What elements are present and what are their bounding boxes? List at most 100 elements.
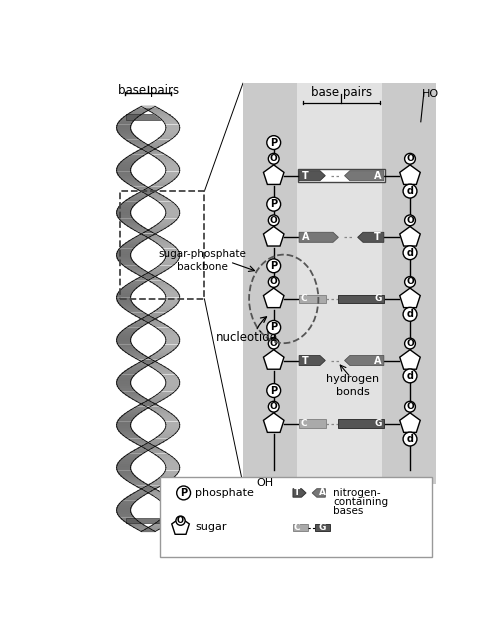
Polygon shape — [150, 239, 167, 241]
Polygon shape — [119, 119, 135, 122]
Polygon shape — [123, 392, 139, 395]
Polygon shape — [121, 202, 137, 205]
Polygon shape — [117, 465, 131, 467]
Polygon shape — [140, 403, 158, 406]
Polygon shape — [148, 408, 165, 410]
Polygon shape — [263, 288, 284, 307]
Polygon shape — [263, 413, 284, 432]
Polygon shape — [138, 106, 155, 108]
Polygon shape — [125, 369, 142, 371]
Polygon shape — [166, 508, 180, 510]
Polygon shape — [120, 177, 136, 179]
Polygon shape — [139, 318, 157, 320]
Polygon shape — [122, 136, 138, 139]
FancyArrow shape — [345, 355, 384, 365]
Polygon shape — [160, 262, 176, 265]
Polygon shape — [121, 391, 137, 392]
Polygon shape — [165, 337, 180, 339]
Text: T: T — [302, 355, 309, 365]
Polygon shape — [154, 326, 171, 328]
Text: O: O — [270, 154, 278, 163]
Polygon shape — [162, 375, 178, 377]
Circle shape — [268, 215, 279, 226]
Polygon shape — [118, 249, 133, 251]
Polygon shape — [128, 269, 145, 271]
Polygon shape — [124, 139, 141, 140]
Polygon shape — [159, 518, 175, 521]
Polygon shape — [148, 185, 166, 188]
Circle shape — [403, 432, 417, 446]
Polygon shape — [162, 290, 178, 292]
Polygon shape — [117, 380, 131, 382]
Text: C: C — [294, 523, 300, 532]
Polygon shape — [153, 156, 170, 158]
Polygon shape — [117, 294, 131, 297]
Text: d: d — [406, 434, 414, 444]
Polygon shape — [117, 213, 131, 215]
Text: A: A — [301, 232, 309, 243]
Circle shape — [405, 401, 416, 412]
Polygon shape — [119, 346, 134, 348]
Polygon shape — [139, 232, 156, 234]
Polygon shape — [165, 469, 179, 472]
Polygon shape — [126, 241, 143, 243]
Polygon shape — [161, 162, 177, 164]
Polygon shape — [159, 433, 175, 435]
Text: P: P — [270, 261, 278, 271]
Polygon shape — [124, 412, 141, 414]
Polygon shape — [155, 266, 172, 269]
Polygon shape — [122, 265, 139, 266]
Text: d: d — [406, 186, 414, 196]
Polygon shape — [149, 111, 166, 113]
Polygon shape — [163, 472, 179, 474]
Polygon shape — [166, 382, 180, 384]
Polygon shape — [143, 358, 160, 360]
FancyBboxPatch shape — [299, 420, 326, 428]
Polygon shape — [160, 220, 176, 222]
Text: P: P — [180, 488, 187, 498]
Polygon shape — [165, 123, 179, 125]
Polygon shape — [157, 307, 174, 309]
Polygon shape — [135, 363, 153, 365]
Polygon shape — [140, 232, 158, 234]
Circle shape — [405, 277, 416, 287]
FancyArrow shape — [312, 489, 325, 497]
Polygon shape — [136, 234, 154, 237]
Polygon shape — [117, 297, 131, 299]
Polygon shape — [118, 260, 134, 262]
Polygon shape — [118, 132, 133, 134]
Text: C: C — [300, 294, 307, 304]
Text: O: O — [406, 216, 414, 225]
Polygon shape — [123, 435, 140, 437]
Polygon shape — [158, 179, 174, 181]
Text: G: G — [375, 419, 382, 428]
Polygon shape — [121, 433, 137, 435]
Text: O: O — [406, 339, 414, 348]
Polygon shape — [158, 136, 175, 139]
Polygon shape — [139, 275, 157, 277]
Text: O: O — [406, 277, 414, 287]
Polygon shape — [147, 314, 165, 316]
Polygon shape — [129, 239, 146, 241]
Polygon shape — [144, 188, 162, 190]
Polygon shape — [120, 220, 136, 222]
Polygon shape — [117, 258, 132, 260]
Polygon shape — [152, 140, 169, 143]
Polygon shape — [138, 489, 156, 491]
Polygon shape — [263, 165, 284, 185]
Polygon shape — [122, 307, 139, 309]
Polygon shape — [143, 363, 161, 365]
FancyBboxPatch shape — [382, 83, 436, 484]
FancyBboxPatch shape — [243, 83, 436, 484]
Polygon shape — [165, 427, 180, 429]
Polygon shape — [133, 194, 151, 196]
Text: OH: OH — [256, 478, 273, 488]
Polygon shape — [163, 122, 179, 123]
Polygon shape — [150, 282, 168, 284]
Polygon shape — [152, 226, 169, 228]
Polygon shape — [163, 503, 178, 506]
FancyBboxPatch shape — [160, 477, 433, 557]
FancyArrow shape — [293, 489, 306, 497]
Polygon shape — [161, 474, 177, 476]
Polygon shape — [142, 234, 160, 237]
